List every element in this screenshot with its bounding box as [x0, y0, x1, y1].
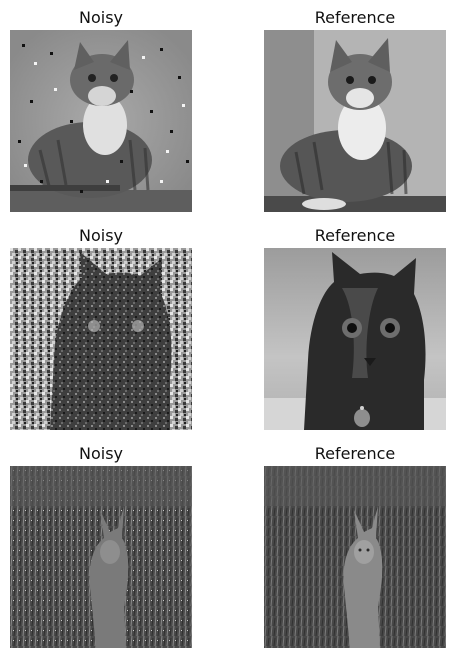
panel-noisy-1: Noisy: [10, 6, 192, 212]
panel-title: Noisy: [78, 226, 123, 245]
panel-reference-2: Reference: [264, 224, 446, 430]
panel-title: Reference: [314, 226, 396, 245]
reference-black-cat-image: [264, 248, 446, 430]
panel-title: Reference: [314, 8, 396, 27]
panel-title: Reference: [314, 444, 396, 463]
noisy-black-cat-image: [10, 248, 192, 430]
panel-title: Noisy: [78, 8, 123, 27]
reference-fawn-image: [264, 466, 446, 648]
panel-noisy-3: Noisy: [10, 442, 192, 648]
noisy-kitten-image: [10, 30, 192, 212]
noisy-fawn-image: [10, 466, 192, 648]
panel-noisy-2: Noisy: [10, 224, 192, 430]
panel-reference-1: Reference: [264, 6, 446, 212]
panel-title: Noisy: [78, 444, 123, 463]
panel-reference-3: Reference: [264, 442, 446, 648]
reference-kitten-image: [264, 30, 446, 212]
